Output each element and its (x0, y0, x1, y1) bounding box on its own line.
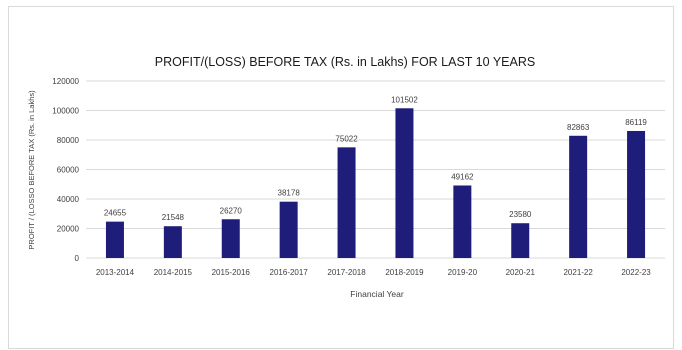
x-tick-label: 2017-2018 (327, 268, 366, 277)
bar (569, 135, 588, 258)
data-label: 49162 (451, 172, 474, 181)
data-label: 23580 (509, 210, 532, 219)
data-label: 24655 (104, 209, 127, 218)
y-tick-label: 80000 (57, 136, 80, 145)
data-label: 82863 (567, 123, 590, 132)
data-label: 86119 (625, 118, 647, 127)
y-tick-label: 60000 (57, 166, 80, 175)
bar (337, 147, 356, 258)
x-axis-tick-labels: 2013-2014 2014-2015 2015-2016 2016-2017 2017… (96, 268, 651, 277)
bars (105, 108, 646, 259)
bar (221, 219, 240, 258)
x-tick-label: 2019-20 (448, 268, 478, 277)
bar (163, 226, 182, 258)
data-labels: 24655 21548 26270 38178 75022 101502 49162 2358… (104, 95, 648, 222)
x-tick-label: 2016-2017 (270, 268, 309, 277)
y-axis-tick-labels: 0 20000 40000 60000 80000 100000 120000 (52, 77, 79, 263)
x-tick-label: 2015-2016 (212, 268, 251, 277)
bar (279, 201, 298, 258)
data-label: 101502 (391, 95, 418, 104)
y-tick-label: 100000 (52, 107, 79, 116)
x-axis-title: Financial Year (350, 289, 404, 299)
data-label: 21548 (162, 213, 185, 222)
y-tick-label: 120000 (52, 77, 79, 86)
data-label: 26270 (220, 206, 243, 215)
y-tick-label: 0 (75, 254, 80, 263)
y-tick-label: 20000 (57, 225, 80, 234)
bar (511, 223, 530, 258)
bar (627, 130, 646, 258)
x-tick-label: 2020-21 (506, 268, 536, 277)
bar (453, 185, 472, 258)
gridlines (86, 80, 665, 259)
y-tick-label: 40000 (57, 195, 80, 204)
y-axis-title: PROFIT / (LOSSO BEFORE TAX (Rs. in Lakhs… (27, 90, 36, 250)
x-tick-label: 2018-2019 (385, 268, 424, 277)
bar (105, 221, 124, 258)
data-label: 38178 (278, 189, 301, 198)
data-label: 75022 (335, 134, 358, 143)
chart-title: PROFIT/(LOSS) BEFORE TAX (Rs. in Lakhs) … (155, 55, 535, 69)
x-tick-label: 2013-2014 (96, 268, 135, 277)
x-tick-label: 2021-22 (563, 268, 593, 277)
x-tick-label: 2014-2015 (154, 268, 193, 277)
x-tick-label: 2022-23 (621, 268, 651, 277)
bar (395, 108, 414, 259)
